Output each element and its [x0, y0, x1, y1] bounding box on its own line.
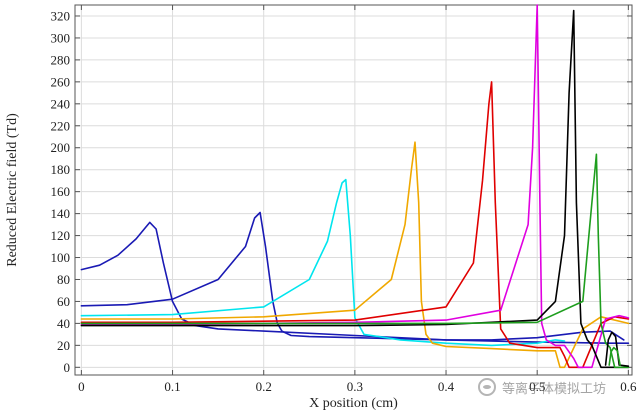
y-tick-label: 100 [51, 250, 71, 265]
watermark: 等离子体模拟工坊 [478, 376, 606, 398]
y-tick-label: 260 [51, 74, 71, 89]
y-axis-title: Reduced Electric field (Td) [5, 113, 20, 267]
wechat-logo-icon [478, 378, 496, 396]
watermark-text: 等离子体模拟工坊 [502, 381, 607, 397]
x-axis-title: X position (cm) [309, 396, 398, 411]
y-tick-label: 40 [57, 316, 70, 331]
y-tick-label: 300 [51, 30, 71, 45]
x-tick-label: 0.2 [256, 379, 272, 394]
y-tick-label: 80 [57, 272, 70, 287]
series-line [80, 141, 630, 369]
x-tick-label: 0.1 [164, 379, 180, 394]
axis-ticks: 0 0.1 0.2 0.3 0.4 0.5 0.6 0 20 40 60 80 100 120 140 160… [51, 5, 637, 394]
y-tick-label: 280 [51, 52, 71, 67]
plot-area-frame [74, 4, 633, 376]
series-line [80, 153, 630, 369]
x-tick-label: 0 [78, 379, 85, 394]
series-line [80, 211, 625, 341]
series-line [80, 4, 630, 369]
y-tick-label: 140 [51, 206, 71, 221]
x-tick-label: 0.6 [620, 379, 637, 394]
y-tick-label: 180 [51, 162, 71, 177]
y-tick-label: 240 [51, 96, 71, 111]
y-tick-label: 60 [57, 294, 70, 309]
x-tick-label: 0.3 [347, 379, 363, 394]
y-tick-label: 160 [51, 184, 71, 199]
y-tick-label: 0 [64, 360, 71, 375]
series-line [80, 9, 630, 369]
y-tick-label: 200 [51, 140, 71, 155]
series-line [80, 178, 566, 347]
series-line [608, 346, 621, 366]
y-tick-label: 20 [57, 338, 70, 353]
y-tick-label: 320 [51, 8, 71, 23]
x-tick-label: 0.5 [529, 379, 545, 394]
series-lines [80, 4, 630, 369]
x-tick-label: 0.4 [438, 379, 455, 394]
y-tick-label: 120 [51, 228, 71, 243]
y-tick-label: 220 [51, 118, 71, 133]
